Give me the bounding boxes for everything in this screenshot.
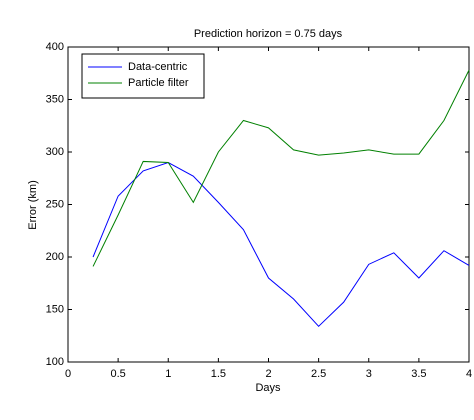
plot-area [67,46,470,363]
legend-box [81,53,205,99]
y-tick-label: 200 [46,251,64,263]
x-tick-label: 3.5 [411,368,426,380]
x-tick-label: 0.5 [110,368,125,380]
y-tick-label: 350 [46,93,64,105]
y-tick-label: 150 [46,303,64,315]
x-tick-label: 1.5 [211,368,226,380]
chart-title: Prediction horizon = 0.75 days [194,28,343,40]
y-axis-label: Error (km) [27,180,39,230]
x-tick-label: 2.5 [311,368,326,380]
x-tick-label: 4 [466,368,472,380]
legend-label: Data-centric [128,61,188,73]
y-tick-label: 100 [46,356,64,368]
legend-label: Particle filter [128,77,189,89]
x-tick-label: 2 [265,368,271,380]
data-line [92,161,470,328]
x-tick-label: 0 [65,368,71,380]
y-tick-label: 300 [46,146,64,158]
x-axis-label: Days [255,382,281,394]
x-tick-label: 1 [165,368,171,380]
data-line [92,69,470,267]
y-tick-label: 250 [46,198,64,210]
x-tick-label: 3 [366,368,372,380]
y-tick-label: 400 [46,41,64,53]
